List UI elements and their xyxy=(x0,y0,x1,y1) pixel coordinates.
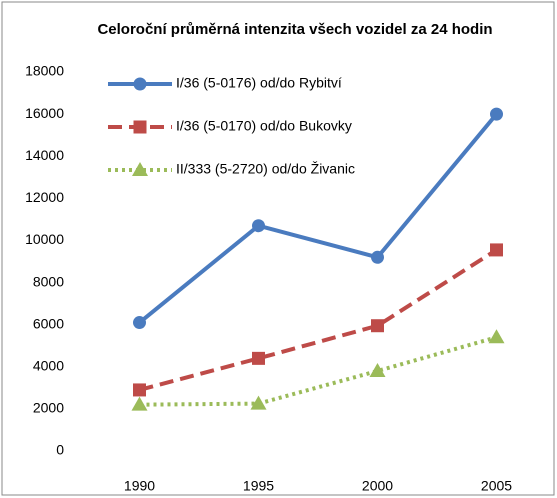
legend-marker xyxy=(133,77,147,91)
point xyxy=(490,243,503,257)
y-tick-label: 6000 xyxy=(33,315,64,331)
legend-marker xyxy=(132,162,148,176)
y-tick-label: 12000 xyxy=(25,189,64,205)
point xyxy=(252,219,265,233)
legend-label: I/36 (5-0170) od/do Bukovky xyxy=(176,118,352,134)
legend-marker xyxy=(133,120,147,134)
x-tick-label: 2005 xyxy=(481,478,512,494)
x-tick-label: 1990 xyxy=(124,478,155,494)
point xyxy=(133,383,146,397)
point xyxy=(133,316,146,330)
x-tick-label: 1995 xyxy=(243,478,274,494)
series-line xyxy=(138,248,498,392)
y-tick-label: 16000 xyxy=(25,105,64,121)
legend-label: I/36 (5-0176) od/do Rybitví xyxy=(176,75,342,91)
y-tick-label: 4000 xyxy=(33,357,64,373)
y-tick-label: 2000 xyxy=(33,400,64,416)
point xyxy=(488,329,505,344)
y-tick-label: 0 xyxy=(56,442,64,458)
point xyxy=(131,396,148,411)
point xyxy=(369,362,386,377)
series-line xyxy=(138,112,499,325)
point xyxy=(371,250,384,264)
point xyxy=(371,319,384,333)
chart-title: Celoroční průměrná intenzita všech vozid… xyxy=(97,21,492,38)
y-tick-label: 18000 xyxy=(25,63,64,79)
point xyxy=(252,351,265,365)
y-tick-label: 14000 xyxy=(25,147,64,163)
y-tick-label: 8000 xyxy=(33,273,64,289)
point xyxy=(250,395,267,410)
x-tick-label: 2000 xyxy=(362,478,393,494)
y-tick-label: 10000 xyxy=(25,231,64,247)
legend-label: II/333 (5-2720) od/do Živanic xyxy=(176,161,355,177)
point xyxy=(490,107,503,121)
